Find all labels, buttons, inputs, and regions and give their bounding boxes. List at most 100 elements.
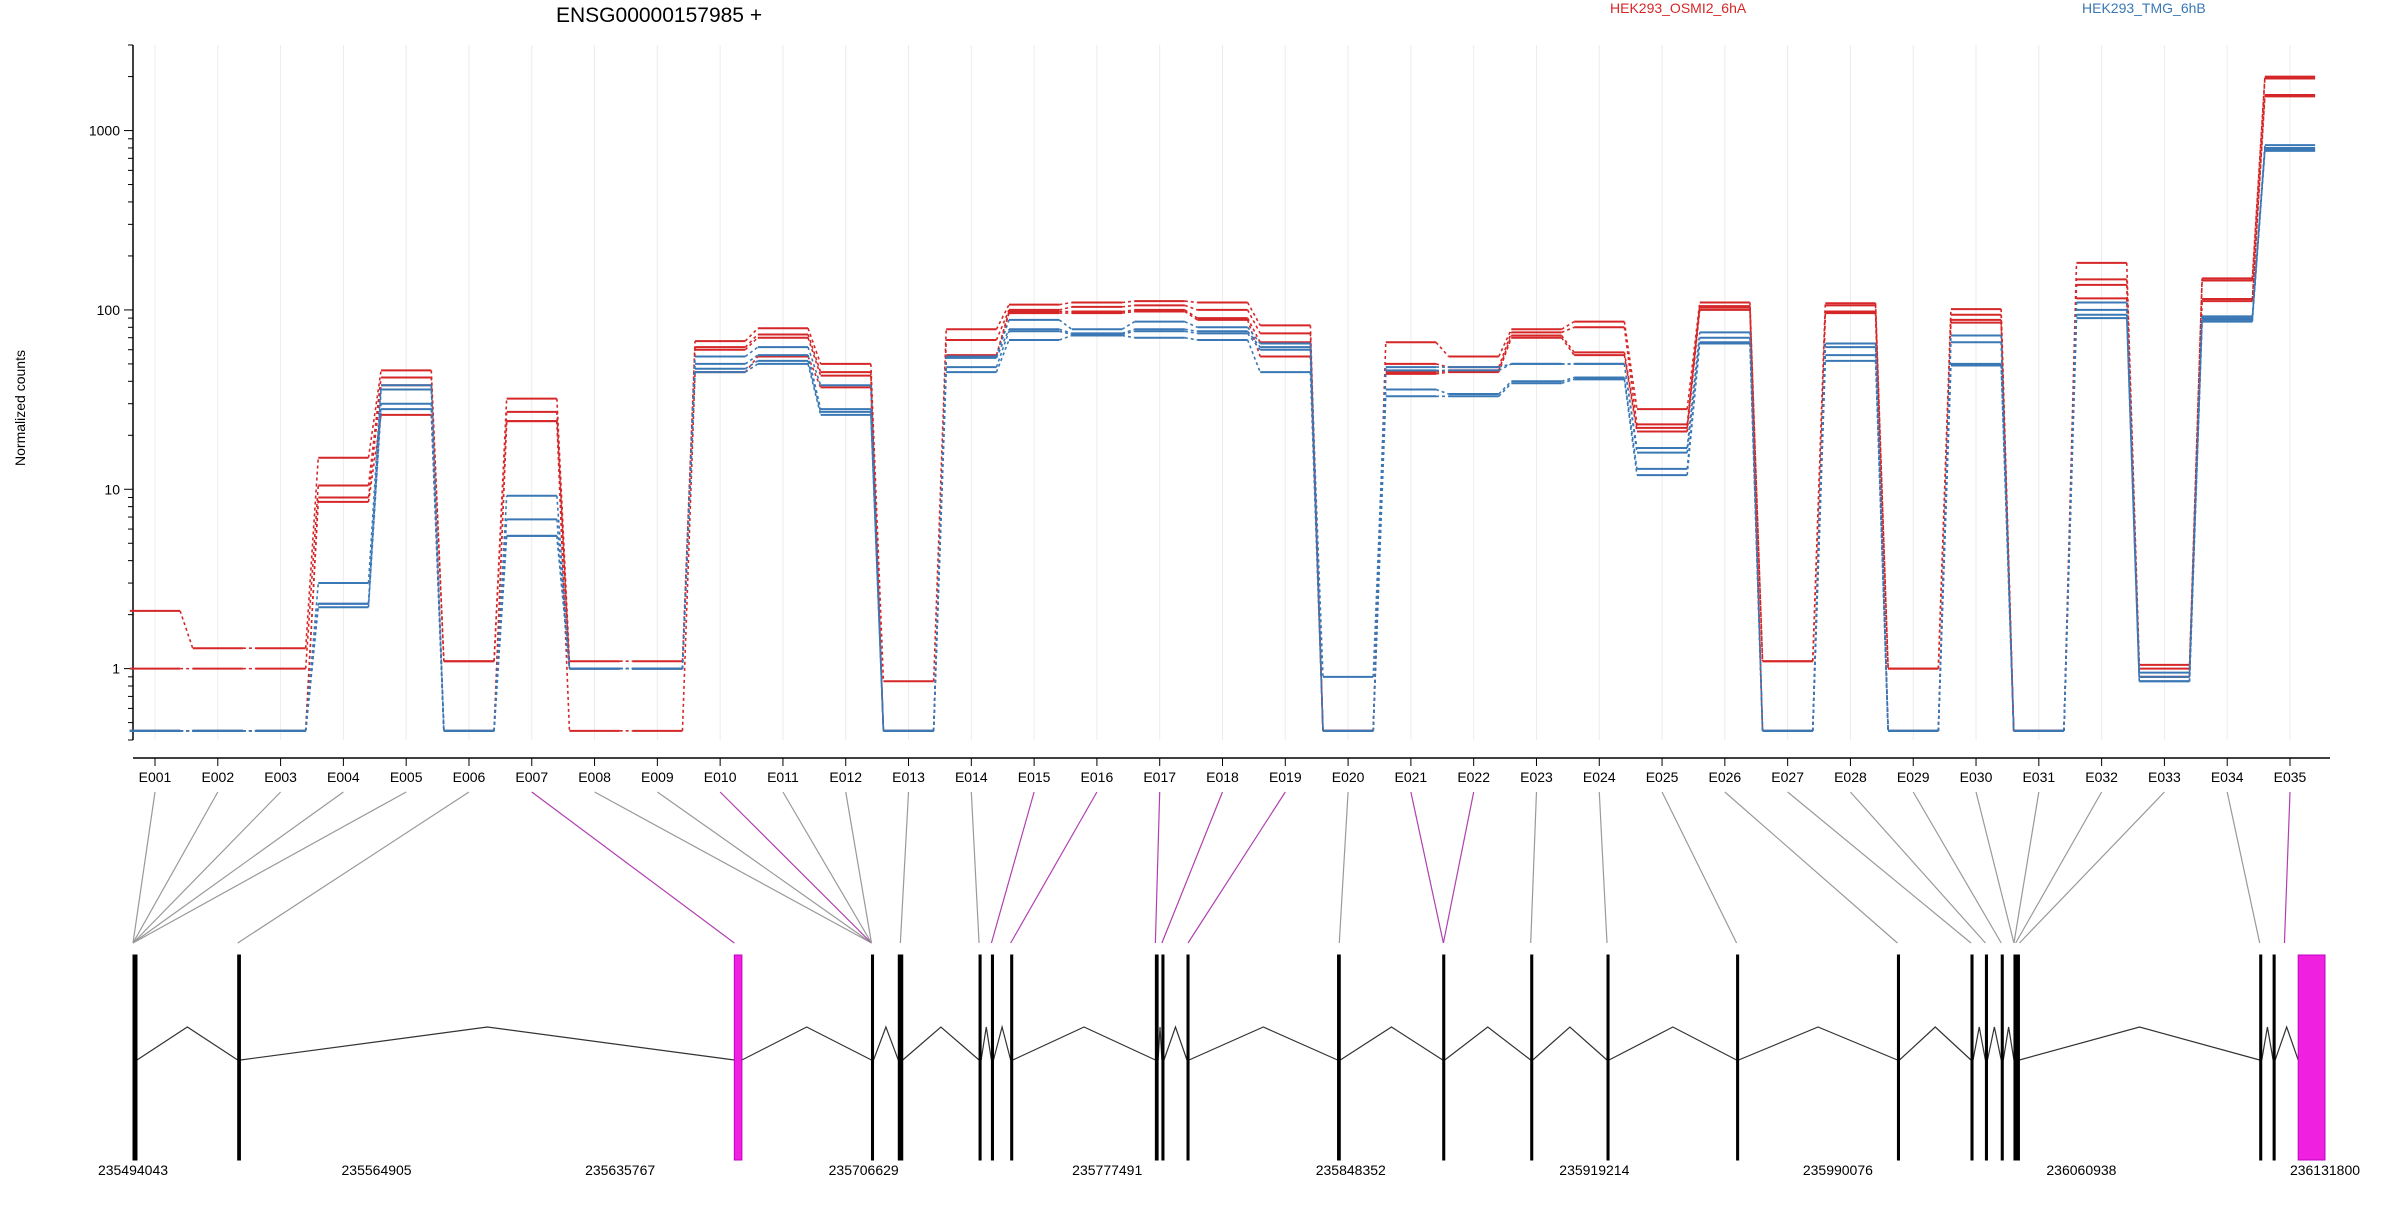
bin-transition [1059,301,1072,306]
connector-e012 [845,791,873,944]
bin-transition [493,495,508,731]
connector-e024 [1598,791,1608,944]
bin-transition [1058,334,1073,341]
bin-transition [1184,304,1198,311]
x-tick-label-e029: E029 [1897,769,1930,785]
x-tick-label-e024: E024 [1583,769,1616,785]
bin-transition [2000,363,2015,731]
gene-model-track [132,954,2326,1161]
x-tick-label-e004: E004 [327,769,360,785]
exon [2013,954,2020,1161]
connector-e004 [132,791,344,944]
bin-transition [1623,354,1638,432]
intron [980,1026,993,1061]
bin-transition [1121,309,1135,313]
x-tick-label-e001: E001 [139,769,172,785]
x-tick-label-e030: E030 [1960,769,1993,785]
exon [978,954,982,1161]
bin-transition [807,346,822,386]
bin-transition [367,377,382,486]
bin-transition [1121,330,1135,336]
bin-transition [556,495,571,669]
coordinate-label: 235848352 [1316,1162,1386,1178]
connector-e014 [970,791,980,944]
bin-transition [1435,341,1450,358]
coordinate-label: 235494043 [98,1162,168,1178]
intron [992,1024,1012,1061]
bin-transition [304,501,320,731]
connector-e006 [237,791,470,944]
bin-transition [870,411,885,731]
intron [872,1025,899,1061]
bin-transition [744,354,759,365]
connector-e013 [899,791,910,944]
connector-e032 [2015,791,2103,944]
intron [2261,1026,2274,1061]
bin-transition [179,610,194,649]
x-tick-label-e013: E013 [892,769,925,785]
bin-transition [1561,326,1575,334]
exon [1186,954,1190,1161]
intron [1157,1026,1163,1061]
bin-transition [1058,328,1073,335]
x-tick-label-e026: E026 [1709,769,1742,785]
intron [1972,1026,1987,1061]
bin-transition [304,485,320,669]
bin-transition [1686,309,1701,432]
coordinate-label: 235990076 [1803,1162,1873,1178]
bin-transition [493,421,508,731]
bin-transition [1498,363,1512,368]
bin-transition [2000,365,2015,731]
exon [2000,954,2004,1161]
bin-transition [807,337,822,376]
bin-transition [1246,302,1261,326]
bin-transition [1058,319,1073,330]
x-tick-label-e017: E017 [1143,769,1176,785]
intron [1188,1026,1338,1061]
bin-transition [2063,302,2078,731]
x-tick-label-e023: E023 [1520,769,1553,785]
bin-transition [1874,360,1889,731]
connector-e003 [132,791,282,944]
bin-transition [2063,318,2078,731]
coordinate-label: 235706629 [829,1162,899,1178]
connector-e029 [1912,791,2002,944]
bin-transition [2251,150,2266,322]
bin-transition [1246,317,1261,343]
x-tick-label-e031: E031 [2022,769,2055,785]
exon [1337,954,1341,1161]
bin-transition [1623,321,1638,410]
intron [2002,1026,2015,1061]
connector-e001 [132,791,156,944]
connector-e033 [2019,791,2165,944]
connector-e026 [1724,791,1898,944]
x-tick-label-e010: E010 [704,769,737,785]
exon [1442,954,1446,1161]
bin-transition [1561,320,1575,330]
intron [741,1026,872,1061]
connector-e020 [1338,791,1349,944]
bin-transition [870,414,885,731]
bin-transition [1560,335,1575,353]
intron [2019,1026,2260,1061]
bin-transition [1560,337,1575,356]
bin-transition [493,519,508,731]
exon [1154,954,1159,1161]
bin-transition [1435,369,1449,373]
bin-transition [681,341,696,662]
x-tick-label-e007: E007 [515,769,548,785]
bin-transition [1623,379,1638,476]
bin-transition [1184,328,1198,333]
bin-transition [1121,334,1135,339]
bin-transition [807,363,822,416]
bin-transition [556,421,571,669]
intron [136,1026,239,1061]
x-tick-label-e021: E021 [1395,769,1428,785]
bin-transition [304,457,320,649]
exon [990,954,994,1161]
x-tick-label-e014: E014 [955,769,988,785]
bin-transition [1372,373,1387,731]
connector-e002 [132,791,219,944]
bin-transition [1121,328,1135,335]
bin-transition [1059,306,1072,311]
